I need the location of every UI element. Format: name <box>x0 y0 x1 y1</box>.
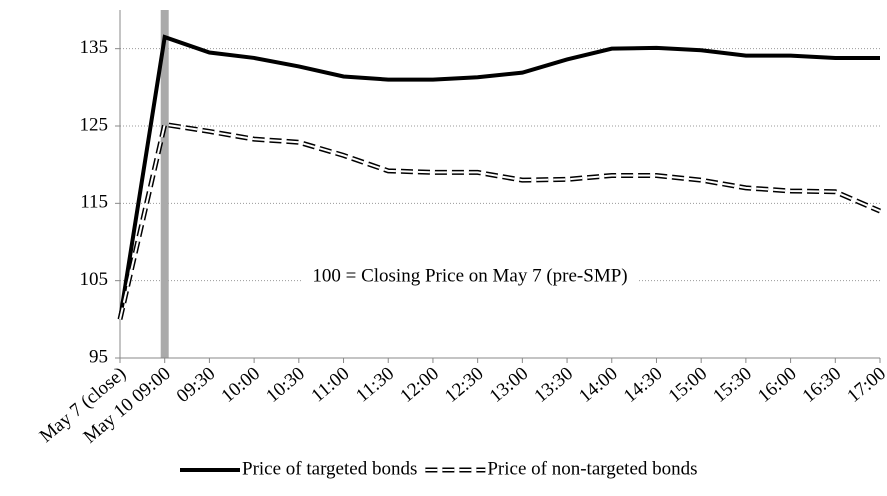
series-line <box>118 34 880 320</box>
annotation: 100 = Closing Price on May 7 (pre-SMP) <box>312 265 627 286</box>
y-tick-label: 95 <box>89 346 108 367</box>
legend-label: Price of non-targeted bonds <box>487 458 697 479</box>
y-tick-label: 105 <box>80 269 109 290</box>
x-tick-label: 10:30 <box>262 363 309 407</box>
x-tick-label: 15:30 <box>709 363 756 407</box>
x-tick-label: 14:30 <box>620 363 667 407</box>
x-tick-label: 13:00 <box>486 363 533 407</box>
y-tick-label: 115 <box>80 192 108 213</box>
x-tick-label: 16:30 <box>799 363 846 407</box>
series-line <box>117 121 881 320</box>
y-tick-label: 135 <box>80 37 109 58</box>
x-tick-label: 10:00 <box>217 363 264 407</box>
x-tick-label: 16:00 <box>754 363 801 407</box>
y-tick-label: 125 <box>80 114 109 135</box>
legend-label: Price of targeted bonds <box>242 458 417 479</box>
series-line-inner <box>119 123 881 320</box>
x-tick-label: 17:00 <box>843 363 887 407</box>
x-tick-label: 11:30 <box>352 363 398 406</box>
annotation-bg <box>302 263 638 289</box>
x-tick-label: 15:00 <box>665 363 712 407</box>
x-tick-label: 12:30 <box>441 363 488 407</box>
x-tick-label: 13:30 <box>530 363 577 407</box>
x-tick-label: 09:30 <box>173 363 220 407</box>
x-tick-label: 14:00 <box>575 363 622 407</box>
x-tick-label: 11:00 <box>307 363 353 406</box>
x-tick-label: 12:00 <box>396 363 443 407</box>
highlight-band <box>160 10 169 358</box>
